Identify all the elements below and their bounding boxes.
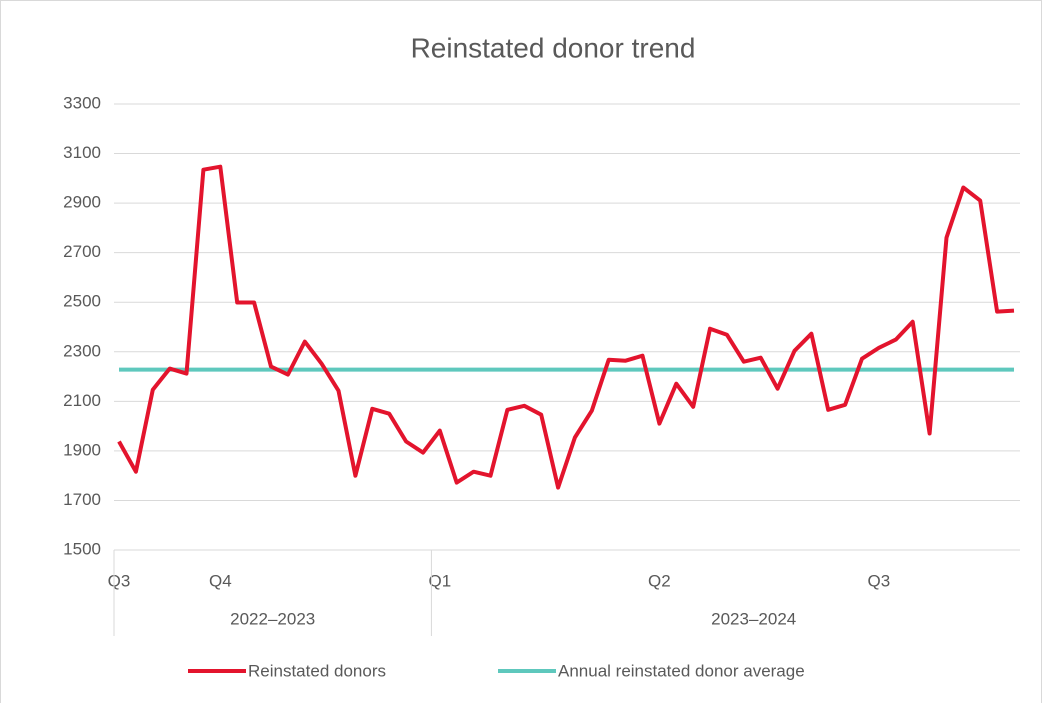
- x-tick-label: Q3: [868, 571, 891, 590]
- y-tick-label: 2300: [63, 341, 101, 360]
- y-tick-label: 3300: [63, 93, 101, 112]
- y-tick-label: 2500: [63, 292, 101, 311]
- group-label: 2023–2024: [711, 609, 796, 628]
- y-tick-label: 1500: [63, 539, 101, 558]
- y-tick-label: 3100: [63, 143, 101, 162]
- y-tick-label: 1700: [63, 490, 101, 509]
- series-line: [117, 164, 1015, 490]
- y-tick-label: 2900: [63, 193, 101, 212]
- y-tick-label: 1900: [63, 440, 101, 459]
- y-tick-label: 2100: [63, 391, 101, 410]
- x-tick-label: Q3: [108, 571, 131, 590]
- x-tick-label: Q2: [648, 571, 671, 590]
- legend-label: Annual reinstated donor average: [558, 661, 805, 680]
- x-tick-label: Q4: [209, 571, 232, 590]
- x-tick-label: Q1: [429, 571, 452, 590]
- y-tick-label: 2700: [63, 242, 101, 261]
- chart-title: Reinstated donor trend: [411, 32, 696, 63]
- legend-label: Reinstated donors: [248, 661, 386, 680]
- group-label: 2022–2023: [230, 609, 315, 628]
